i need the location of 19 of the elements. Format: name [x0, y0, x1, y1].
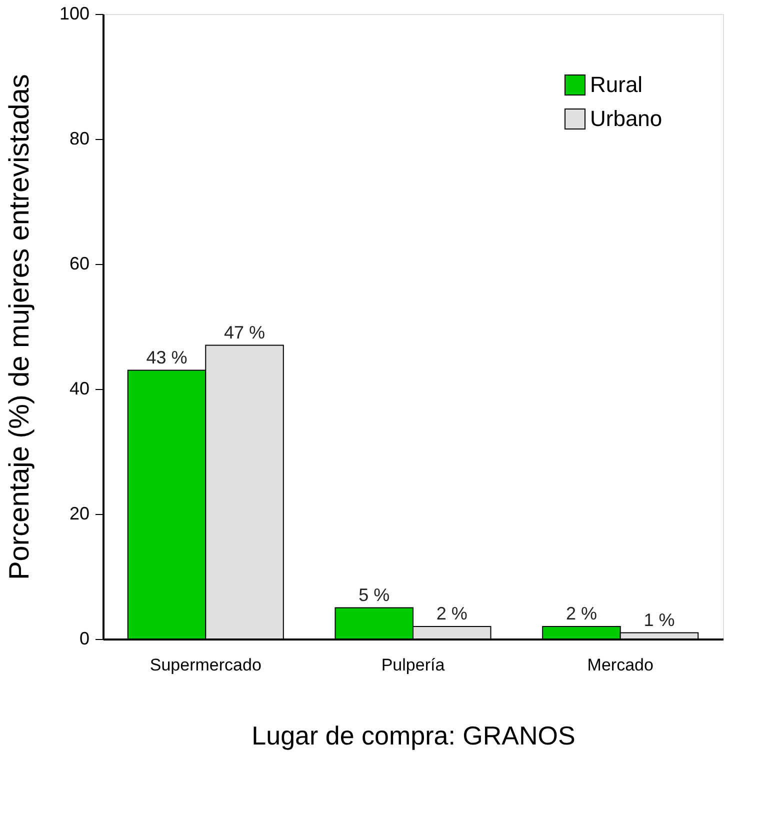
legend-label: Rural: [590, 72, 643, 97]
y-tick-label: 40: [69, 378, 90, 398]
x-tick-label: Supermercado: [150, 656, 262, 674]
y-tick-label: 60: [69, 254, 90, 274]
data-label: 2 %: [436, 604, 468, 624]
y-tick-label: 100: [59, 4, 90, 24]
data-label: 47 %: [224, 322, 266, 342]
x-tick-label: Pulpería: [381, 656, 446, 674]
data-label: 1 %: [644, 610, 675, 630]
legend-label: Urbano: [590, 106, 662, 131]
data-label: 2 %: [566, 604, 597, 624]
y-tick-label: 80: [69, 128, 90, 148]
x-axis-title: Lugar de compra: GRANOS: [252, 720, 576, 750]
data-label: 43 %: [146, 347, 188, 368]
y-axis-title: Porcentaje (%) de mujeres entrevistadas: [3, 74, 34, 580]
data-label: 5 %: [358, 584, 390, 605]
y-tick-label: 0: [79, 628, 90, 648]
y-tick-label: 20: [69, 504, 90, 524]
x-tick-label: Mercado: [587, 656, 654, 674]
